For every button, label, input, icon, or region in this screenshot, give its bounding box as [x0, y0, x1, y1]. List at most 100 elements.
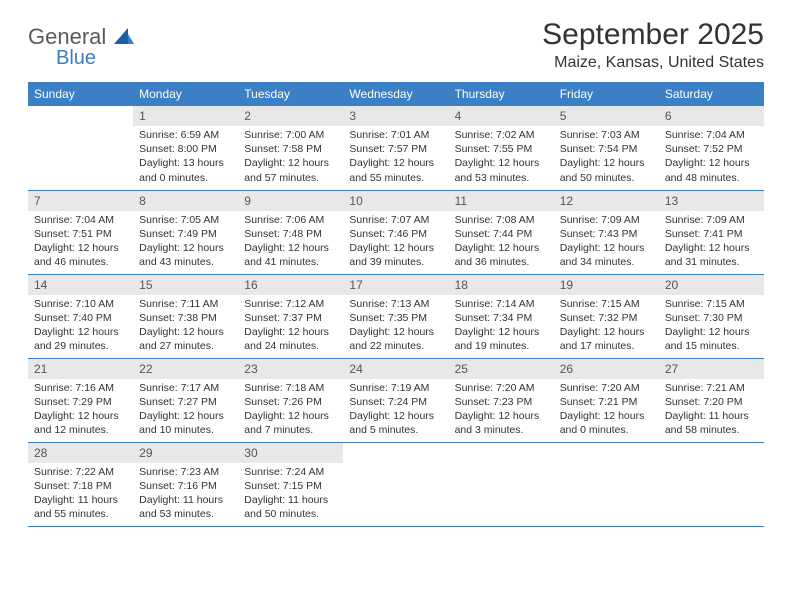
sunset-text: Sunset: 8:00 PM	[139, 142, 232, 156]
sunrise-text: Sunrise: 7:01 AM	[349, 128, 442, 142]
calendar-cell	[28, 106, 133, 190]
calendar-cell	[343, 442, 448, 526]
daylight-text-2: and 55 minutes.	[34, 507, 127, 521]
day-details: Sunrise: 7:22 AMSunset: 7:18 PMDaylight:…	[28, 463, 133, 526]
daylight-text-1: Daylight: 12 hours	[665, 241, 758, 255]
daylight-text-1: Daylight: 12 hours	[560, 325, 653, 339]
day-number: 11	[449, 191, 554, 211]
calendar-cell: 10Sunrise: 7:07 AMSunset: 7:46 PMDayligh…	[343, 190, 448, 274]
day-number: 10	[343, 191, 448, 211]
day-number: 24	[343, 359, 448, 379]
sunrise-text: Sunrise: 7:15 AM	[560, 297, 653, 311]
calendar-cell: 6Sunrise: 7:04 AMSunset: 7:52 PMDaylight…	[659, 106, 764, 190]
sunset-text: Sunset: 7:18 PM	[34, 479, 127, 493]
day-number: 28	[28, 443, 133, 463]
daylight-text-2: and 27 minutes.	[139, 339, 232, 353]
location-text: Maize, Kansas, United States	[542, 54, 764, 72]
day-details: Sunrise: 7:04 AMSunset: 7:52 PMDaylight:…	[659, 126, 764, 189]
daylight-text-2: and 50 minutes.	[244, 507, 337, 521]
sunset-text: Sunset: 7:38 PM	[139, 311, 232, 325]
daylight-text-2: and 31 minutes.	[665, 255, 758, 269]
daylight-text-2: and 43 minutes.	[139, 255, 232, 269]
daylight-text-2: and 3 minutes.	[455, 423, 548, 437]
sunset-text: Sunset: 7:27 PM	[139, 395, 232, 409]
calendar-cell: 19 Sunrise: 7:15 AMSunset: 7:32 PMDayligh…	[554, 274, 659, 358]
calendar-cell: 15Sunrise: 7:11 AMSunset: 7:38 PMDayligh…	[133, 274, 238, 358]
calendar-cell: 14Sunrise: 7:10 AMSunset: 7:40 PMDayligh…	[28, 274, 133, 358]
sunrise-text: Sunrise: 7:03 AM	[560, 128, 653, 142]
sunrise-text: Sunrise: 7:06 AM	[244, 213, 337, 227]
day-number: 5	[554, 106, 659, 126]
sunrise-text: Sunrise: 7:21 AM	[665, 381, 758, 395]
day-number: 15	[133, 275, 238, 295]
daylight-text-1: Daylight: 12 hours	[34, 409, 127, 423]
calendar-cell: 23Sunrise: 7:18 AMSunset: 7:26 PMDayligh…	[238, 358, 343, 442]
calendar-cell: 2Sunrise: 7:00 AMSunset: 7:58 PMDaylight…	[238, 106, 343, 190]
sunrise-text: Sunrise: 7:00 AM	[244, 128, 337, 142]
sunset-text: Sunset: 7:24 PM	[349, 395, 442, 409]
day-details: Sunrise: 7:03 AMSunset: 7:54 PMDaylight:…	[554, 126, 659, 189]
day-number: 16	[238, 275, 343, 295]
sunrise-text: Sunrise: 7:24 AM	[244, 465, 337, 479]
daylight-text-2: and 19 minutes.	[455, 339, 548, 353]
calendar-week-row: 21Sunrise: 7:16 AMSunset: 7:29 PMDayligh…	[28, 358, 764, 442]
day-details: Sunrise: 7:06 AMSunset: 7:48 PMDaylight:…	[238, 211, 343, 274]
day-number: 8	[133, 191, 238, 211]
day-details: Sunrise: 7:21 AMSunset: 7:20 PMDaylight:…	[659, 379, 764, 442]
calendar-cell: 16Sunrise: 7:12 AMSunset: 7:37 PMDayligh…	[238, 274, 343, 358]
sunset-text: Sunset: 7:20 PM	[665, 395, 758, 409]
sunset-text: Sunset: 7:26 PM	[244, 395, 337, 409]
daylight-text-1: Daylight: 12 hours	[34, 241, 127, 255]
day-number: 20	[659, 275, 764, 295]
daylight-text-1: Daylight: 13 hours	[139, 156, 232, 170]
calendar-cell: 5Sunrise: 7:03 AMSunset: 7:54 PMDaylight…	[554, 106, 659, 190]
day-details: Sunrise: 7:19 AMSunset: 7:24 PMDaylight:…	[343, 379, 448, 442]
daylight-text-2: and 7 minutes.	[244, 423, 337, 437]
daylight-text-1: Daylight: 12 hours	[455, 156, 548, 170]
day-number: 22	[133, 359, 238, 379]
daylight-text-1: Daylight: 12 hours	[244, 325, 337, 339]
sunrise-text: Sunrise: 7:19 AM	[349, 381, 442, 395]
brand-text: General Blue	[28, 26, 134, 68]
sunrise-text: Sunrise: 7:16 AM	[34, 381, 127, 395]
sunset-text: Sunset: 7:30 PM	[665, 311, 758, 325]
day-number: 19	[554, 275, 659, 295]
sunrise-text: Sunrise: 7:15 AM	[665, 297, 758, 311]
weekday-header: Saturday	[659, 82, 764, 106]
day-number: 17	[343, 275, 448, 295]
sunrise-text: Sunrise: 7:11 AM	[139, 297, 232, 311]
sunset-text: Sunset: 7:52 PM	[665, 142, 758, 156]
brand-line2: Blue	[56, 48, 134, 68]
sunrise-text: Sunrise: 7:14 AM	[455, 297, 548, 311]
daylight-text-1: Daylight: 12 hours	[349, 409, 442, 423]
day-details: Sunrise: 7:14 AMSunset: 7:34 PMDaylight:…	[449, 295, 554, 358]
sunset-text: Sunset: 7:32 PM	[560, 311, 653, 325]
sunset-text: Sunset: 7:15 PM	[244, 479, 337, 493]
sunset-text: Sunset: 7:58 PM	[244, 142, 337, 156]
daylight-text-2: and 41 minutes.	[244, 255, 337, 269]
sunset-text: Sunset: 7:51 PM	[34, 227, 127, 241]
sunrise-text: Sunrise: 7:23 AM	[139, 465, 232, 479]
day-number: 27	[659, 359, 764, 379]
sunrise-text: Sunrise: 7:22 AM	[34, 465, 127, 479]
calendar-cell: 22Sunrise: 7:17 AMSunset: 7:27 PMDayligh…	[133, 358, 238, 442]
sunrise-text: Sunrise: 7:08 AM	[455, 213, 548, 227]
day-details: Sunrise: 7:12 AMSunset: 7:37 PMDaylight:…	[238, 295, 343, 358]
calendar-cell: 27Sunrise: 7:21 AMSunset: 7:20 PMDayligh…	[659, 358, 764, 442]
day-number: 26	[554, 359, 659, 379]
daylight-text-1: Daylight: 12 hours	[244, 241, 337, 255]
day-number: 13	[659, 191, 764, 211]
calendar-week-row: 28Sunrise: 7:22 AMSunset: 7:18 PMDayligh…	[28, 442, 764, 526]
header-row: General Blue September 2025 Maize, Kansa…	[28, 18, 764, 72]
day-details: Sunrise: 7:02 AMSunset: 7:55 PMDaylight:…	[449, 126, 554, 189]
daylight-text-2: and 58 minutes.	[665, 423, 758, 437]
daylight-text-1: Daylight: 12 hours	[349, 156, 442, 170]
daylight-text-2: and 34 minutes.	[560, 255, 653, 269]
sunset-text: Sunset: 7:35 PM	[349, 311, 442, 325]
brand-line1: General	[28, 24, 106, 49]
calendar-cell: 28Sunrise: 7:22 AMSunset: 7:18 PMDayligh…	[28, 442, 133, 526]
day-details: Sunrise: 7:07 AMSunset: 7:46 PMDaylight:…	[343, 211, 448, 274]
calendar-cell: 20Sunrise: 7:15 AMSunset: 7:30 PMDayligh…	[659, 274, 764, 358]
day-details: Sunrise: 7:09 AMSunset: 7:41 PMDaylight:…	[659, 211, 764, 274]
daylight-text-1: Daylight: 12 hours	[560, 409, 653, 423]
